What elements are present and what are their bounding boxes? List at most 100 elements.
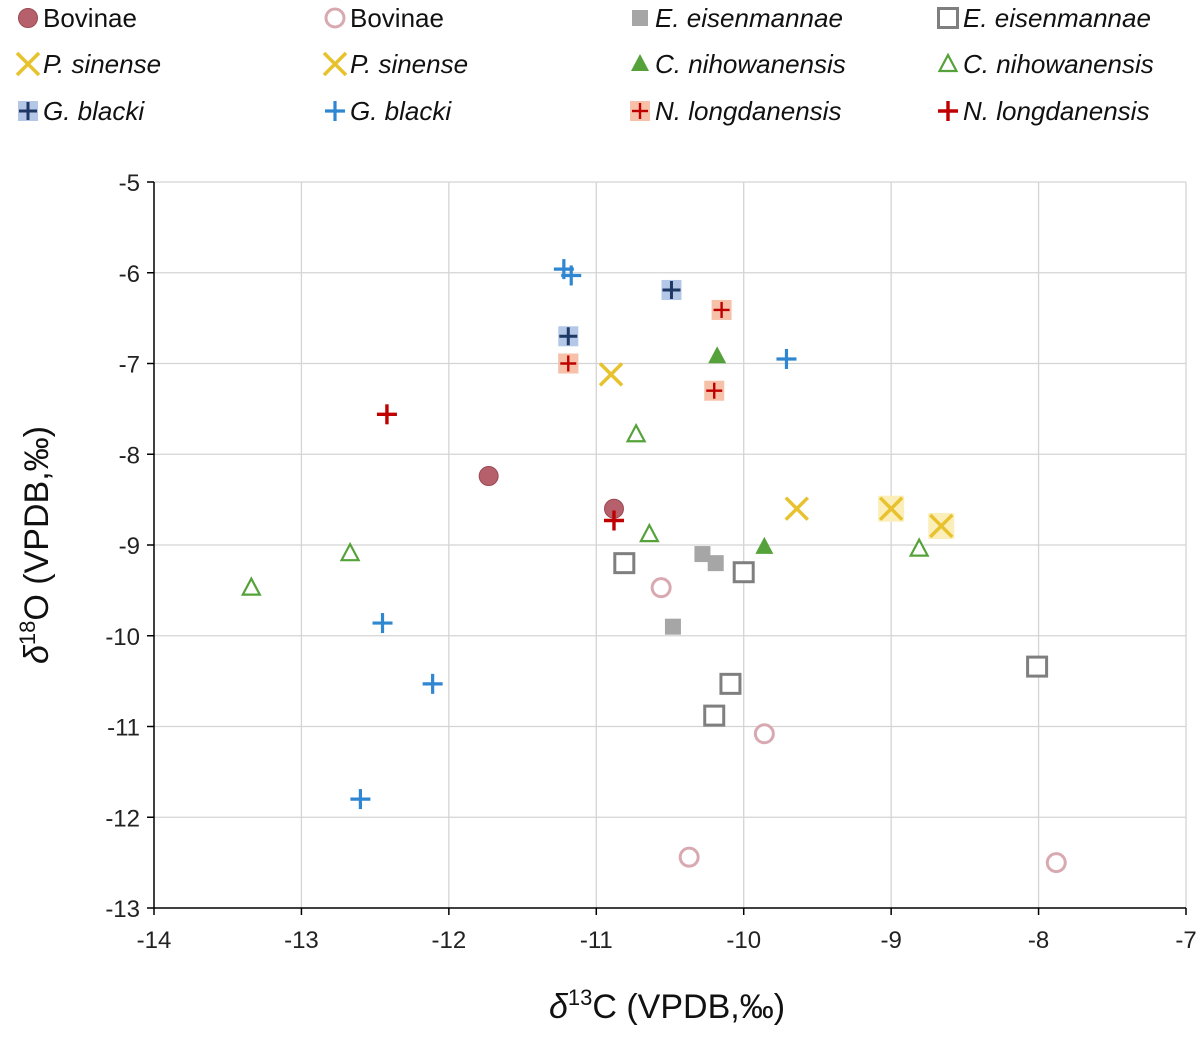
legend-marker <box>324 7 346 29</box>
legend-label: C. nihowanensis <box>963 49 1154 79</box>
y-tick-label: -8 <box>119 442 140 469</box>
data-point <box>561 265 582 286</box>
data-point <box>694 546 711 563</box>
data-point <box>755 536 774 554</box>
legend-label: C. nihowanensis <box>655 49 846 79</box>
grid-layer <box>154 181 1187 908</box>
y-tick-label: -10 <box>105 624 140 651</box>
legend-label: Bovinae <box>43 3 137 33</box>
data-point <box>350 789 371 810</box>
legend-label: Bovinae <box>350 3 444 33</box>
x-axis-title: δ13C (VPDB,‰) <box>549 985 785 1026</box>
x-axis-title-sup: 13 <box>568 985 592 1010</box>
data-point <box>704 380 725 401</box>
y-axis-title-rest: O (VPDB,‰) <box>18 426 56 621</box>
data-point <box>678 846 700 868</box>
y-tick-label: -11 <box>107 715 140 742</box>
legend-item: G. blacki <box>18 96 145 126</box>
legend-item: Bovinae <box>324 3 444 33</box>
legend-label: N. longdanensis <box>963 96 1149 126</box>
y-axis-title: δ18O (VPDB,‰) <box>15 426 56 664</box>
y-tick-label: -12 <box>105 805 140 832</box>
y-tick-label: -5 <box>119 170 140 197</box>
points-layer <box>240 259 1067 874</box>
data-point <box>240 576 262 596</box>
data-point <box>372 613 393 634</box>
legend-marker <box>630 101 650 121</box>
data-point <box>339 541 361 562</box>
data-point <box>719 672 742 695</box>
x-tick-label: -12 <box>432 927 467 954</box>
data-point <box>422 673 443 694</box>
data-point <box>1026 655 1049 678</box>
data-point <box>703 704 726 727</box>
legend-label: P. sinense <box>43 49 161 79</box>
legend-layer: Bovinae Bovinae E. eisenmannae E. eisenmann… <box>15 3 1154 126</box>
data-point <box>603 510 624 531</box>
legend-marker <box>937 7 959 29</box>
legend-label: E. eisenmannae <box>655 3 843 33</box>
data-point <box>661 279 682 300</box>
legend-item: N. longdanensis <box>630 96 841 126</box>
legend-marker <box>18 101 38 121</box>
legend-marker <box>937 52 959 73</box>
legend-marker <box>322 51 348 77</box>
x-tick-label: -14 <box>137 927 172 954</box>
x-tick-label: -7 <box>1175 927 1196 954</box>
y-tick-label: -6 <box>119 261 140 288</box>
data-point <box>650 577 672 599</box>
legend-marker <box>631 54 649 71</box>
data-point <box>478 466 499 487</box>
y-axis-title-sup: 18 <box>15 621 40 645</box>
data-point <box>878 495 905 522</box>
data-point <box>708 346 727 364</box>
legend-item: N. longdanensis <box>938 96 1149 126</box>
x-tick-label: -10 <box>726 927 761 954</box>
data-point <box>664 618 681 635</box>
data-point <box>625 422 647 443</box>
legend-item: G. blacki <box>325 96 452 126</box>
data-point <box>776 348 797 369</box>
data-point <box>707 555 724 572</box>
legend-marker <box>938 101 958 121</box>
legend-label: G. blacki <box>43 96 145 126</box>
data-point <box>908 537 930 557</box>
y-axis-title-delta: δ <box>18 644 56 664</box>
x-axis-title-rest: C (VPDB,‰) <box>592 988 785 1026</box>
data-point <box>928 512 955 539</box>
legend-label: G. blacki <box>350 96 452 126</box>
ticks-layer: -14 -13 -12 -11 -10 -9 -8 -7 -13 -12 -11 -10 -9 -8 -7 -… <box>105 170 1196 954</box>
data-point <box>376 404 397 425</box>
data-point <box>558 353 579 374</box>
data-point <box>1045 852 1067 874</box>
legend-item: Bovinae <box>18 3 137 33</box>
y-tick-label: -13 <box>105 896 140 923</box>
data-point <box>784 496 810 521</box>
y-tick-label: -9 <box>119 533 140 560</box>
legend-item: C. nihowanensis <box>631 49 846 79</box>
legend-item: C. nihowanensis <box>937 49 1154 79</box>
legend-item: E. eisenmannae <box>632 3 843 33</box>
legend-label: P. sinense <box>350 49 468 79</box>
data-point <box>711 299 732 320</box>
x-tick-label: -13 <box>284 927 319 954</box>
legend-item: P. sinense <box>15 49 161 79</box>
legend-marker <box>325 101 345 121</box>
data-point <box>598 362 624 387</box>
y-tick-label: -7 <box>119 352 140 379</box>
x-tick-label: -9 <box>880 927 901 954</box>
data-point <box>558 326 579 347</box>
data-point <box>613 552 636 575</box>
legend-marker <box>15 51 41 77</box>
data-point <box>732 561 755 584</box>
x-tick-label: -11 <box>580 927 613 954</box>
legend-item: E. eisenmannae <box>937 3 1151 33</box>
legend-marker <box>632 10 648 26</box>
legend-label: N. longdanensis <box>655 96 841 126</box>
x-tick-label: -8 <box>1028 927 1049 954</box>
x-axis-title-delta: δ <box>549 988 569 1026</box>
data-point <box>753 723 775 745</box>
legend-item: P. sinense <box>322 49 468 79</box>
